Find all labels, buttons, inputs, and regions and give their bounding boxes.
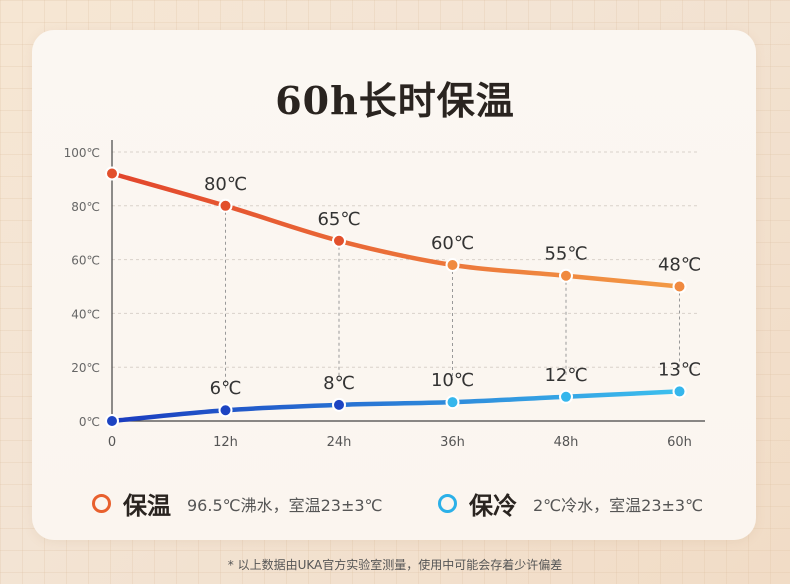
data-point	[332, 233, 346, 248]
legend-name: 保冷	[469, 492, 517, 520]
y-axis-ticks: 0℃ 20℃ 40℃ 60℃ 80℃ 100℃	[64, 146, 100, 429]
keep-cold-line	[109, 389, 682, 424]
data-point	[559, 268, 573, 283]
x-tick-label: 36h	[440, 435, 465, 450]
data-label: 8℃	[323, 373, 355, 394]
data-point	[672, 279, 687, 294]
legend-desc: 2℃冷水，室温23±3℃	[533, 495, 704, 515]
data-label: 13℃	[658, 359, 701, 380]
data-point	[105, 414, 119, 428]
drop-lines	[225, 211, 680, 389]
data-label: 6℃	[210, 378, 242, 399]
legend-desc: 96.5℃沸水，室温23±3℃	[187, 495, 383, 515]
series-lines	[109, 171, 682, 424]
data-point	[672, 384, 687, 399]
x-tick-label: 24h	[327, 435, 352, 450]
y-tick-label: 100℃	[64, 146, 100, 160]
y-tick-label: 40℃	[71, 307, 100, 321]
keep-warm-line	[109, 171, 682, 289]
data-point	[105, 166, 119, 181]
x-tick-label: 60h	[667, 435, 692, 450]
chart-card	[32, 30, 756, 540]
legend-item-keep-cold: 保冷 2℃冷水，室温23±3℃	[438, 486, 703, 521]
page-title: 60h长时保温	[275, 78, 515, 123]
data-point	[559, 389, 573, 404]
data-label: 55℃	[544, 244, 587, 265]
y-tick-label: 0℃	[79, 415, 100, 429]
data-point	[218, 198, 233, 213]
series-points	[105, 166, 687, 428]
y-tick-label: 80℃	[71, 200, 100, 214]
data-labels: 80℃ 65℃ 60℃ 55℃ 48℃ 6℃ 8℃ 10℃ 12℃ 13℃	[204, 174, 701, 399]
data-point	[332, 397, 346, 412]
data-label: 65℃	[317, 209, 360, 230]
x-tick-label: 0	[108, 435, 116, 450]
y-tick-label: 60℃	[71, 254, 100, 268]
data-point	[445, 257, 460, 272]
data-point	[218, 403, 233, 418]
data-label: 12℃	[544, 365, 587, 386]
x-tick-label: 12h	[213, 435, 238, 450]
data-label: 48℃	[658, 255, 701, 276]
legend-item-keep-warm: 保温 96.5℃沸水，室温23±3℃	[92, 486, 383, 521]
x-axis-ticks: 0 12h 24h 36h 48h 60h	[108, 435, 692, 450]
data-label: 10℃	[431, 370, 474, 391]
data-point	[445, 395, 460, 410]
data-label: 60℃	[431, 233, 474, 254]
footnote: * 以上数据由UKA官方实验室测量，使用中可能会存着少许偏差	[227, 558, 563, 572]
legend-ring-icon	[438, 494, 457, 513]
legend-ring-icon	[92, 494, 111, 513]
legend-name: 保温	[123, 492, 171, 520]
y-tick-label: 20℃	[71, 361, 100, 375]
data-label: 80℃	[204, 174, 247, 195]
grid-lines	[111, 140, 705, 422]
x-tick-label: 48h	[554, 435, 579, 450]
